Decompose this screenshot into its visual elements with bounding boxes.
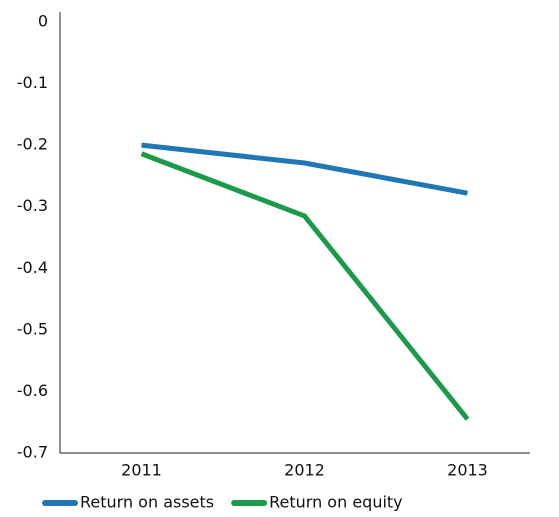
y-tick-label: -0.4 [17,258,48,277]
line [140,151,470,421]
legend-label: Return on equity [269,493,403,512]
y-tick-label: -0.2 [17,135,48,154]
x-tick-label: 2012 [284,461,325,480]
y-tick-label: -0.3 [17,196,48,215]
legend-label: Return on assets [80,493,214,512]
y-tick-label: -0.6 [17,381,48,400]
y-tick-label: -0.5 [17,319,48,338]
y-tick-label: 0 [38,12,48,31]
y-tick-label: -0.7 [17,443,48,462]
x-tick-label: 2013 [447,461,488,480]
y-tick-label: -0.1 [17,73,48,92]
x-tick-label: 2011 [121,461,162,480]
line [141,142,468,196]
